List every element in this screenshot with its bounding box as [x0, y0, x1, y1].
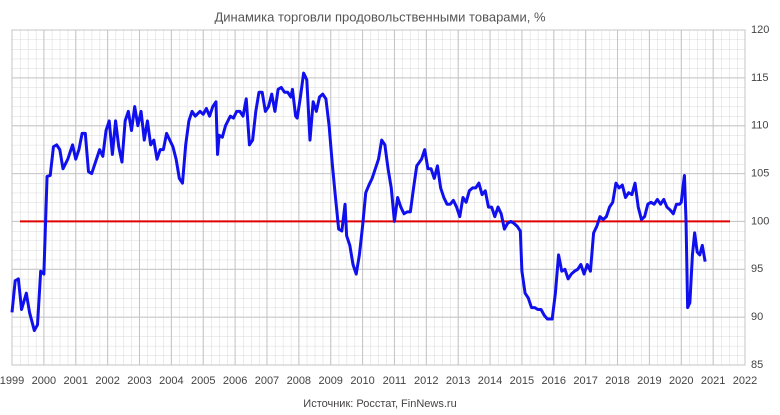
chart-title: Динамика торговли продовольственными тов…	[214, 9, 545, 24]
data-line	[10, 71, 707, 333]
x-tick-label: 2000	[32, 375, 56, 387]
x-tick-label: 2009	[318, 375, 342, 387]
y-tick-label: 105	[751, 167, 769, 179]
x-tick-label: 2021	[701, 375, 725, 387]
x-tick-label: 2015	[510, 375, 534, 387]
x-tick-label: 2020	[669, 375, 693, 387]
x-tick-label: 2005	[191, 375, 215, 387]
x-tick-label: 2011	[383, 375, 407, 387]
x-tick-label: 2018	[605, 375, 629, 387]
x-tick-label: 2016	[542, 375, 566, 387]
plot-area	[11, 29, 746, 366]
x-tick-label: 1999	[0, 375, 24, 387]
y-tick-label: 100	[751, 215, 769, 227]
source-note: Источник: Росстат, FinNews.ru	[303, 398, 456, 410]
x-tick-label: 2006	[223, 375, 247, 387]
y-tick-label: 120	[751, 24, 769, 36]
x-tick-label: 2019	[637, 375, 661, 387]
x-tick-label: 2014	[478, 375, 502, 387]
x-tick-label: 2001	[63, 375, 87, 387]
x-tick-label: 2007	[255, 375, 279, 387]
x-tick-label: 2022	[733, 375, 757, 387]
x-tick-label: 2013	[446, 375, 470, 387]
x-tick-label: 2003	[127, 375, 151, 387]
y-tick-label: 110	[751, 120, 769, 132]
y-tick-label: 90	[751, 311, 763, 323]
y-tick-label: 85	[751, 359, 763, 371]
x-tick-label: 2010	[350, 375, 374, 387]
y-tick-label: 115	[751, 72, 769, 84]
x-tick-label: 2017	[573, 375, 597, 387]
x-tick-label: 2004	[159, 375, 183, 387]
x-tick-label: 2012	[414, 375, 438, 387]
x-tick-label: 2002	[95, 375, 119, 387]
y-tick-label: 95	[751, 263, 763, 275]
x-tick-label: 2008	[287, 375, 311, 387]
